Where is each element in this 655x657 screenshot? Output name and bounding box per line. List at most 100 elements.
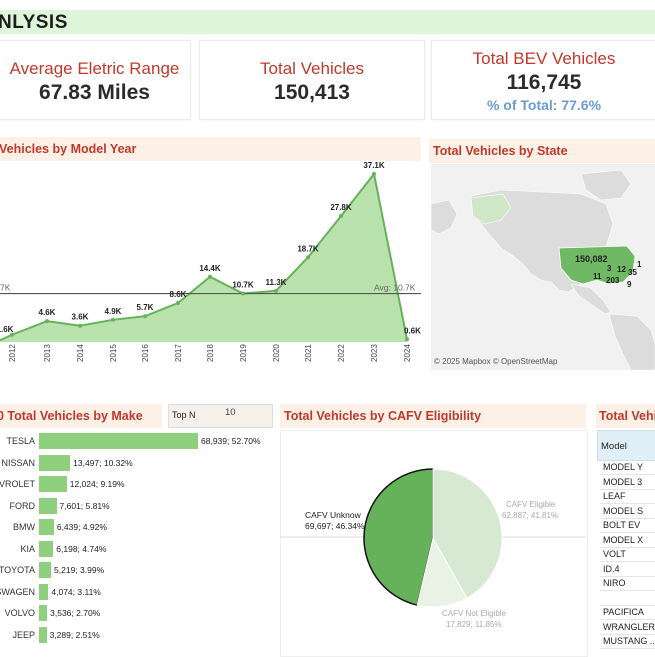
kpi-total-label: Total Vehicles (260, 59, 364, 78)
model-year-title: Vehicles by Model Year (0, 142, 137, 156)
make-category-label: KIA (20, 543, 35, 554)
kpi-total-bev[interactable]: Total BEV Vehicles 116,745 % of Total: 7… (431, 40, 655, 120)
kpi-bev-label: Total BEV Vehicles (472, 49, 616, 68)
model-row[interactable]: LEAF (600, 489, 655, 504)
model-year-point[interactable] (339, 214, 343, 219)
make-bar[interactable] (39, 497, 57, 514)
model-row[interactable]: MODEL S (600, 504, 655, 519)
make-bar-value: 5,219; 3.99% (54, 565, 105, 575)
make-bar[interactable] (39, 433, 198, 449)
make-category-label: FORD (9, 500, 36, 511)
make-bar-value: 7,601; 5.81% (59, 500, 110, 511)
model-year-tick-label: 2022 (337, 344, 346, 362)
make-category-label: NISSAN (1, 457, 35, 468)
cafv-eligible-value: 62,887; 41.81% (502, 511, 558, 520)
model-row[interactable]: VOLT (600, 547, 655, 562)
model-row[interactable]: MODEL X (600, 533, 655, 548)
model-row[interactable]: WRANGLER (600, 620, 655, 635)
us-states-shape[interactable] (558, 245, 636, 285)
map-credit: © 2025 Mapbox © OpenStreetMap (434, 357, 558, 366)
make-category-label: JEEP (12, 629, 35, 640)
model-year-tick-label: 2020 (272, 344, 281, 362)
model-year-data-label: 14.4K (199, 264, 221, 273)
kpi-total-value: 150,413 (274, 81, 350, 104)
model-row[interactable] (600, 591, 655, 606)
make-bar[interactable] (39, 454, 71, 471)
model-year-point[interactable] (111, 317, 115, 322)
state-label-203: 203 (606, 276, 620, 285)
cafv-header: Total Vehicles by CAFV Eligibility (280, 404, 586, 428)
make-bar-value: 68,939; 52.70% (201, 436, 261, 446)
state-map[interactable]: 150,082 1 3 12 35 11 203 9 © 2025 Mapbox… (431, 164, 655, 370)
model-year-chart[interactable]: Avg: 10.7K 7K 1.6K 2012 4.6K 2013 3.6K 2014 4.9K… (0, 160, 425, 370)
model-row[interactable]: MODEL Y (600, 460, 655, 475)
cafv-pie-chart[interactable]: CAFV Unknow 69,697; 46.34% CAFV Eligible… (280, 430, 586, 655)
cafv-unknown-label: CAFV Unknow (305, 510, 362, 520)
model-year-point[interactable] (274, 288, 278, 293)
model-year-point[interactable] (208, 274, 212, 279)
make-bar[interactable] (39, 476, 67, 492)
model-year-data-label: 27.8K (330, 203, 352, 212)
model-year-data-label: 5.7K (137, 303, 154, 312)
model-row[interactable]: MUSTANG .. (600, 634, 655, 649)
model-row[interactable]: NIRO (600, 576, 655, 591)
model-year-data-label: 37.1K (363, 161, 385, 170)
state-label-wa: 150,082 (575, 254, 608, 264)
make-bar[interactable] (39, 605, 48, 621)
kpi-average-range[interactable]: Average Eletric Range 67.83 Miles (0, 40, 191, 120)
model-year-area (0, 174, 407, 342)
model-year-tick-label: 2024 (403, 344, 412, 362)
model-year-tick-label: 2019 (239, 344, 248, 362)
cafv-not-eligible-label: CAFV Not Eligible (442, 609, 507, 618)
model-year-data-label: 18.7K (297, 244, 319, 253)
model-year-point[interactable] (306, 255, 310, 260)
cafv-eligible-slice[interactable] (432, 468, 503, 599)
model-year-tick-label: 2015 (109, 344, 118, 362)
model-year-point[interactable] (143, 314, 147, 319)
dashboard-title: NLYSIS (0, 12, 68, 33)
model-year-tick-label: 2018 (206, 344, 215, 362)
model-row[interactable]: PACIFICA (600, 605, 655, 620)
model-row[interactable]: ID.4 (600, 562, 655, 577)
kpi-bev-percent: % of Total: 77.6% (486, 97, 602, 113)
cafv-unknown-slice[interactable] (363, 468, 434, 607)
make-category-label: VOLVO (4, 608, 35, 618)
make-bar[interactable] (39, 540, 54, 557)
model-year-point[interactable] (45, 319, 49, 324)
models-column-header[interactable]: Model (597, 430, 655, 461)
model-year-point[interactable] (405, 337, 409, 342)
make-category-label: SWAGEN (0, 586, 35, 597)
model-year-point[interactable] (176, 301, 180, 306)
model-year-tick-label: 2016 (141, 344, 150, 362)
make-category-label: BMW (13, 522, 35, 532)
make-category-label: TOYOTA (0, 565, 35, 575)
state-label-35: 35 (628, 268, 637, 277)
kpi-range-label: Average Eletric Range (9, 59, 180, 78)
make-bar[interactable] (39, 519, 54, 535)
model-year-line (0, 171, 408, 342)
top-n-control[interactable]: Top N 10 (168, 404, 273, 428)
top-n-value[interactable]: 10 (225, 407, 236, 418)
model-year-point[interactable] (10, 332, 14, 337)
make-bar[interactable] (39, 583, 49, 600)
average-left-label: 7K (0, 283, 11, 293)
make-bar[interactable] (39, 626, 47, 643)
make-bar-value: 12,024; 9.19% (69, 479, 125, 489)
top-n-label: Top N (172, 410, 196, 420)
model-row[interactable]: MODEL 3 (600, 475, 655, 490)
make-bar-value: 4,074; 3.11% (51, 586, 101, 597)
models-column-label: Model (601, 441, 627, 452)
world-map-shapes (431, 169, 655, 370)
state-label-12: 12 (617, 265, 626, 274)
model-row[interactable]: BOLT EV (600, 518, 655, 533)
alaska-shape[interactable] (470, 193, 512, 225)
state-title: Total Vehicles by State (433, 144, 568, 158)
model-year-point[interactable] (372, 172, 376, 176)
model-year-point[interactable] (241, 291, 245, 296)
models-header: Total Vehi (596, 404, 655, 428)
make-bar[interactable] (39, 562, 52, 578)
state-label-1: 1 (637, 260, 642, 269)
model-year-data-label: 11.3K (266, 278, 287, 287)
kpi-total-vehicles[interactable]: Total Vehicles 150,413 (199, 40, 425, 120)
model-year-point[interactable] (78, 323, 82, 328)
